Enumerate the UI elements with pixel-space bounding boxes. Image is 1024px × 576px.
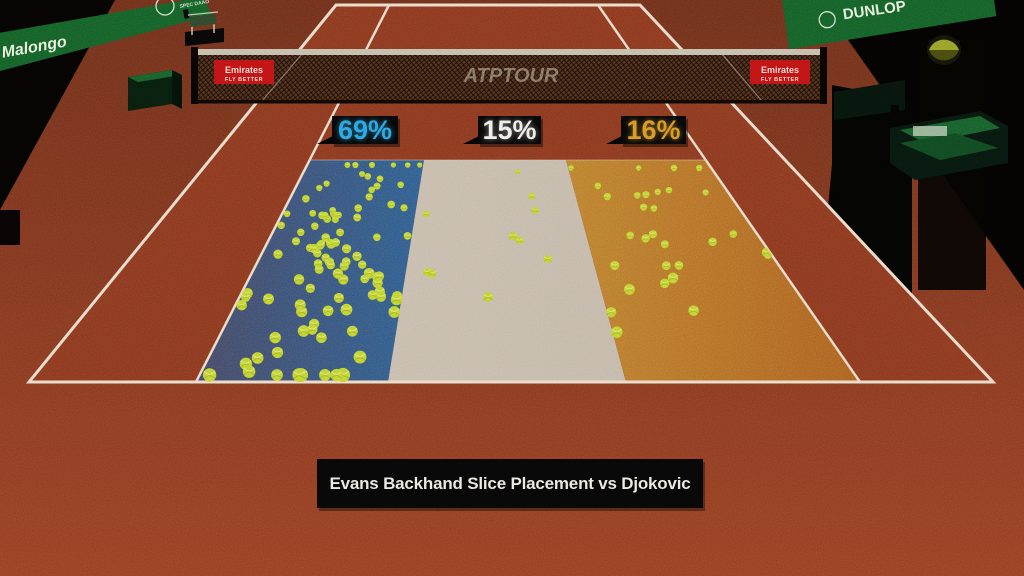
svg-text:Emirates: Emirates — [225, 65, 263, 75]
svg-text:FLY BETTER: FLY BETTER — [225, 77, 263, 83]
svg-text:ATPTOUR: ATPTOUR — [463, 65, 559, 87]
svg-text:FLY BETTER: FLY BETTER — [761, 77, 799, 83]
svg-text:Emirates: Emirates — [761, 65, 799, 75]
